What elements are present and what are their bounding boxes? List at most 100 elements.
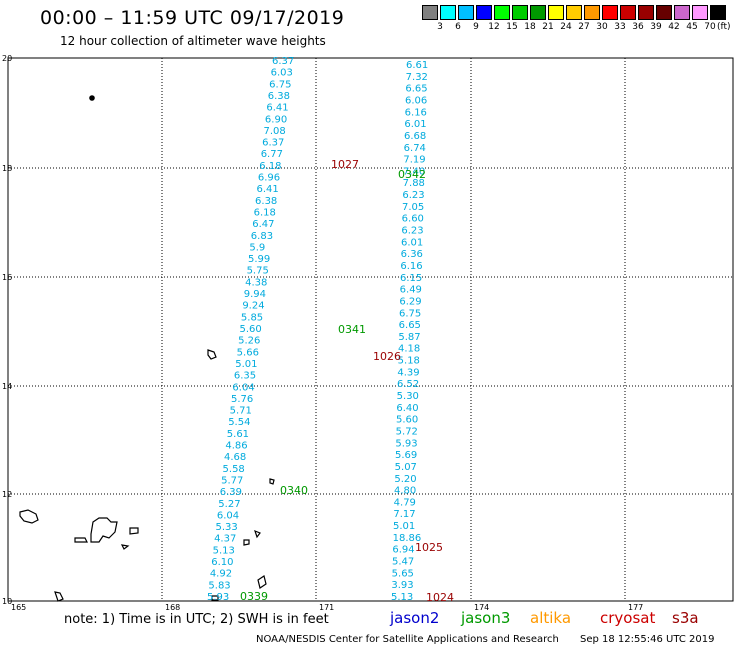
legend-swatch bbox=[656, 5, 672, 20]
track-a-value: 5.26 bbox=[238, 336, 260, 347]
track-b-value: 6.06 bbox=[405, 95, 427, 106]
latitude-label: 20 bbox=[2, 54, 12, 63]
legend-tick-label: 9 bbox=[473, 22, 479, 32]
pass-time-label: 1024 bbox=[426, 591, 454, 604]
island-outline bbox=[129, 527, 139, 535]
track-a-value: 7.08 bbox=[264, 126, 286, 137]
track-a-value: 6.83 bbox=[251, 231, 273, 242]
track-b-value: 5.13 bbox=[391, 592, 413, 603]
island-outline bbox=[207, 349, 217, 360]
legend-swatch bbox=[620, 5, 636, 20]
track-b-value: 6.68 bbox=[404, 131, 426, 142]
legend-tick-label: 33 bbox=[614, 22, 626, 32]
track-a-value: 5.58 bbox=[223, 464, 245, 475]
track-a-value: 9.24 bbox=[242, 301, 264, 312]
island-outline bbox=[120, 544, 130, 550]
track-b-value: 4.80 bbox=[394, 486, 416, 497]
island-outline bbox=[89, 95, 95, 101]
legend-swatch bbox=[692, 5, 708, 20]
longitude-label: 168 bbox=[165, 603, 180, 612]
track-b-value: 6.36 bbox=[401, 249, 423, 260]
map-title: 00:00 – 11:59 UTC 09/17/2019 bbox=[40, 7, 345, 29]
track-b-value: 4.39 bbox=[397, 367, 419, 378]
legend-tick-label: 3 bbox=[437, 22, 443, 32]
track-b-value: 6.16 bbox=[400, 261, 422, 272]
track-a-value: 5.27 bbox=[218, 499, 240, 510]
track-b-value: 4.18 bbox=[398, 344, 420, 355]
track-a-value: 6.37 bbox=[272, 56, 294, 67]
longitude-label: 171 bbox=[319, 603, 334, 612]
legend-swatch bbox=[476, 5, 492, 20]
generated-timestamp: Sep 18 12:55:46 UTC 2019 bbox=[580, 634, 715, 645]
legend-swatch bbox=[530, 5, 546, 20]
longitude-label: 165 bbox=[11, 603, 26, 612]
track-b-value: 6.94 bbox=[392, 545, 414, 556]
altimeter-tracks: 6.376.036.756.386.416.907.086.376.776.18… bbox=[207, 56, 428, 603]
island-outline bbox=[54, 591, 64, 602]
latitude-label: 12 bbox=[2, 490, 12, 499]
track-b-value: 4.79 bbox=[394, 497, 416, 508]
track-a-value: 4.38 bbox=[245, 277, 267, 288]
latitude-label: 18 bbox=[2, 164, 12, 173]
track-a-value: 5.01 bbox=[235, 359, 257, 370]
legend-swatch bbox=[440, 5, 456, 20]
track-b-value: 6.60 bbox=[402, 214, 424, 225]
legend-swatch bbox=[458, 5, 474, 20]
legend-tick-label: 45 bbox=[686, 22, 698, 32]
legend-tick-label: 6 bbox=[455, 22, 461, 32]
land-outlines bbox=[19, 95, 275, 602]
track-b-value: 6.01 bbox=[401, 237, 423, 248]
legend-tick-label: 27 bbox=[578, 22, 590, 32]
track-a-value: 5.75 bbox=[247, 266, 269, 277]
track-b-value: 5.72 bbox=[396, 426, 418, 437]
track-b-value: 6.16 bbox=[405, 107, 427, 118]
pass-time-label: 1025 bbox=[415, 541, 443, 554]
credit-line: NOAA/NESDIS Center for Satellite Applica… bbox=[256, 634, 559, 645]
legend-tick-label: 42 bbox=[668, 22, 680, 32]
track-b-value: 7.88 bbox=[403, 178, 425, 189]
track-a-value: 4.86 bbox=[225, 441, 247, 452]
legend-tick-label: 70 bbox=[704, 22, 716, 32]
track-b-value: 6.65 bbox=[399, 320, 421, 331]
legend-tick-label: 18 bbox=[524, 22, 536, 32]
track-a-value: 6.10 bbox=[211, 557, 233, 568]
legend-swatch bbox=[710, 5, 726, 20]
track-b-value: 5.69 bbox=[395, 450, 417, 461]
legend-tick-label: 39 bbox=[650, 22, 662, 32]
legend-swatch bbox=[512, 5, 528, 20]
satellite-name: altika bbox=[530, 609, 572, 627]
track-b-value: 5.93 bbox=[395, 438, 417, 449]
track-a-value: 5.93 bbox=[207, 592, 229, 603]
track-a-value: 5.61 bbox=[227, 429, 249, 440]
legend-swatch bbox=[494, 5, 510, 20]
track-a-value: 6.47 bbox=[252, 219, 274, 230]
track-b-value: 5.07 bbox=[395, 462, 417, 473]
track-a-value: 6.04 bbox=[232, 382, 254, 393]
track-a-value: 6.41 bbox=[256, 184, 278, 195]
legend-tick-label: 24 bbox=[560, 22, 572, 32]
track-b-value: 6.61 bbox=[406, 60, 428, 71]
track-b-value: 18.86 bbox=[393, 533, 422, 544]
track-a-value: 5.77 bbox=[221, 475, 243, 486]
track-a-value: 5.71 bbox=[230, 406, 252, 417]
track-b-value: 5.47 bbox=[392, 557, 414, 568]
pass-time-label: 0340 bbox=[280, 484, 308, 497]
track-a-value: 9.94 bbox=[244, 289, 266, 300]
track-b-value: 5.30 bbox=[397, 391, 419, 402]
legend-swatch bbox=[602, 5, 618, 20]
track-b-value: 7.19 bbox=[403, 155, 425, 166]
track-b-value: 6.52 bbox=[397, 379, 419, 390]
legend-swatch bbox=[674, 5, 690, 20]
track-a-value: 6.41 bbox=[266, 103, 288, 114]
track-a-value: 5.76 bbox=[231, 394, 253, 405]
track-b-value: 6.65 bbox=[405, 84, 427, 95]
island-outline bbox=[74, 537, 88, 543]
track-b-value: 5.01 bbox=[393, 521, 415, 532]
track-b-value: 6.29 bbox=[399, 296, 421, 307]
track-a-value: 5.9 bbox=[249, 242, 265, 253]
island-outline bbox=[90, 517, 118, 543]
track-a-value: 6.90 bbox=[265, 114, 287, 125]
legend-swatch bbox=[548, 5, 564, 20]
track-a-value: 4.92 bbox=[210, 569, 232, 580]
track-b-value: 6.40 bbox=[396, 403, 418, 414]
